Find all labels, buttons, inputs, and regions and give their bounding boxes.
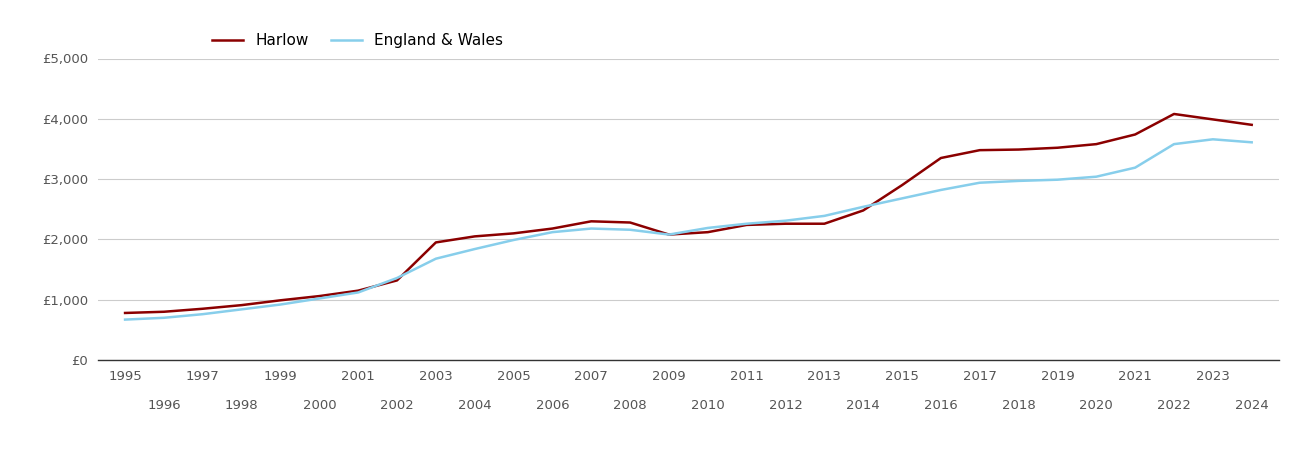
England & Wales: [1244, 140, 1259, 145]
Harlow: [739, 222, 754, 228]
England & Wales: [467, 246, 483, 252]
Harlow: [467, 234, 483, 239]
Text: 2024: 2024: [1235, 399, 1268, 412]
England & Wales: [234, 306, 249, 312]
England & Wales: [662, 232, 677, 237]
England & Wales: [1167, 141, 1182, 147]
England & Wales: [699, 225, 715, 231]
England & Wales: [157, 315, 172, 320]
England & Wales: [622, 227, 638, 233]
Harlow: [1167, 111, 1182, 117]
Harlow: [1128, 132, 1143, 137]
Harlow: [583, 219, 599, 224]
England & Wales: [739, 221, 754, 226]
England & Wales: [273, 302, 288, 307]
Harlow: [1244, 122, 1259, 127]
Harlow: [117, 310, 133, 315]
Harlow: [894, 182, 910, 188]
Text: 2016: 2016: [924, 399, 958, 412]
England & Wales: [506, 237, 522, 243]
Harlow: [1049, 145, 1065, 150]
England & Wales: [1088, 174, 1104, 180]
Text: 2020: 2020: [1079, 399, 1113, 412]
Harlow: [622, 220, 638, 225]
Harlow: [662, 232, 677, 237]
England & Wales: [312, 296, 328, 301]
England & Wales: [817, 213, 833, 219]
Harlow: [778, 221, 793, 226]
England & Wales: [544, 230, 560, 235]
England & Wales: [1205, 137, 1220, 142]
England & Wales: [350, 290, 365, 295]
Legend: Harlow, England & Wales: Harlow, England & Wales: [206, 27, 509, 54]
Harlow: [544, 226, 560, 231]
Harlow: [389, 278, 405, 283]
England & Wales: [894, 196, 910, 201]
Text: 2018: 2018: [1002, 399, 1035, 412]
England & Wales: [1128, 165, 1143, 171]
England & Wales: [583, 226, 599, 231]
Harlow: [312, 293, 328, 299]
Text: 2000: 2000: [303, 399, 337, 412]
England & Wales: [855, 204, 870, 210]
England & Wales: [1049, 177, 1065, 182]
Text: 1996: 1996: [147, 399, 180, 412]
Line: Harlow: Harlow: [125, 114, 1251, 313]
Harlow: [157, 309, 172, 315]
Harlow: [1205, 117, 1220, 122]
England & Wales: [1011, 178, 1027, 184]
Harlow: [1088, 141, 1104, 147]
Text: 2022: 2022: [1158, 399, 1191, 412]
Harlow: [972, 148, 988, 153]
Text: 1998: 1998: [224, 399, 258, 412]
Harlow: [933, 155, 949, 161]
Text: 2006: 2006: [535, 399, 569, 412]
England & Wales: [389, 275, 405, 281]
Harlow: [234, 302, 249, 308]
England & Wales: [778, 218, 793, 223]
Text: 2002: 2002: [380, 399, 414, 412]
Text: 2014: 2014: [847, 399, 880, 412]
Harlow: [817, 221, 833, 226]
Harlow: [506, 231, 522, 236]
Harlow: [350, 288, 365, 293]
Harlow: [194, 306, 210, 311]
Line: England & Wales: England & Wales: [125, 140, 1251, 320]
Text: 2012: 2012: [769, 399, 803, 412]
England & Wales: [194, 311, 210, 317]
England & Wales: [428, 256, 444, 261]
Harlow: [273, 297, 288, 303]
Harlow: [855, 208, 870, 213]
Text: 2004: 2004: [458, 399, 492, 412]
Harlow: [699, 230, 715, 235]
England & Wales: [117, 317, 133, 322]
Harlow: [428, 240, 444, 245]
England & Wales: [933, 187, 949, 193]
England & Wales: [972, 180, 988, 185]
Text: 2010: 2010: [690, 399, 724, 412]
Text: 2008: 2008: [613, 399, 647, 412]
Harlow: [1011, 147, 1027, 152]
